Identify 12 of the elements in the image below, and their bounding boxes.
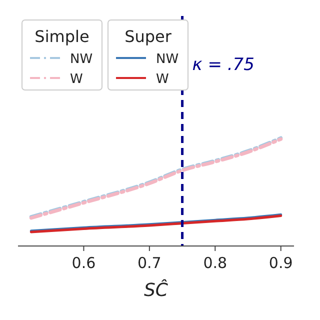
text: Super [124, 27, 172, 46]
x-axis-title: SĈ [144, 279, 168, 301]
x-tick-label: 0.7 [138, 254, 162, 272]
x-tick-label: 0.6 [72, 254, 96, 272]
legend-label: NW [156, 52, 179, 67]
x-tick-label: 0.8 [203, 254, 228, 272]
ref-line-label: κ = .75 [192, 55, 254, 75]
legend-label: NW [70, 52, 93, 67]
x-tick-label: 0.9 [268, 254, 293, 272]
legend-label: W [156, 72, 169, 87]
legend-label: W [70, 72, 83, 87]
text: Simple [34, 27, 90, 46]
